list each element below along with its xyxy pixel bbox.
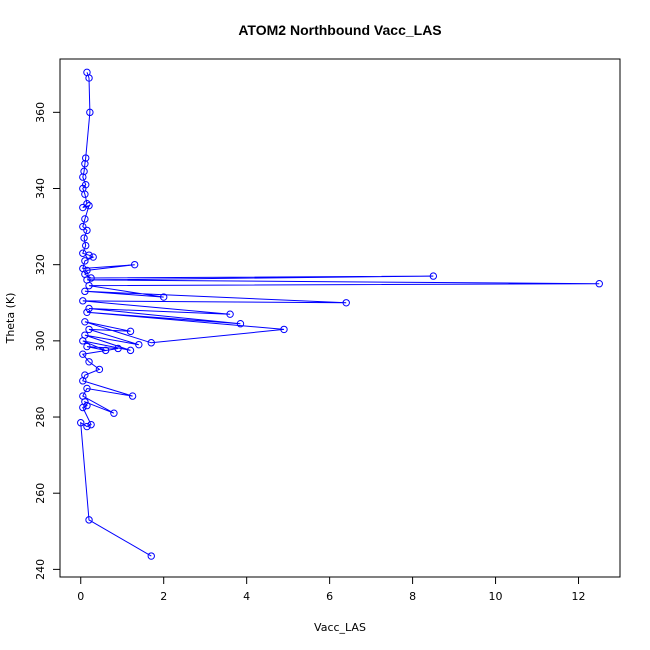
data-point xyxy=(126,327,135,336)
data-point xyxy=(226,310,234,318)
data-point xyxy=(79,377,87,385)
data-point xyxy=(126,346,135,355)
data-point xyxy=(429,272,438,280)
data-point xyxy=(81,190,89,198)
data-point xyxy=(79,222,87,231)
data-point xyxy=(595,280,603,288)
x-tick-label: 12 xyxy=(572,590,586,603)
data-point xyxy=(79,297,87,305)
data-point xyxy=(87,274,95,282)
data-point xyxy=(101,346,110,355)
y-tick-label: 280 xyxy=(34,407,47,428)
x-tick-label: 2 xyxy=(160,590,167,603)
data-point xyxy=(81,257,89,265)
data-point xyxy=(79,350,87,358)
x-axis: 0 2 4 6 8 10 12 xyxy=(77,577,586,603)
x-tick-label: 8 xyxy=(409,590,416,603)
data-point xyxy=(79,173,87,181)
data-point xyxy=(86,108,94,117)
data-point xyxy=(147,339,155,347)
data-point xyxy=(87,420,95,429)
data-point xyxy=(79,403,87,412)
data-point xyxy=(85,74,93,82)
y-axis: 240 260 280 300 320 340 360 xyxy=(34,102,60,580)
data-point xyxy=(83,200,91,208)
x-tick-label: 4 xyxy=(243,590,250,603)
y-tick-label: 320 xyxy=(34,254,47,275)
data-point xyxy=(85,201,93,210)
data-point xyxy=(81,160,89,168)
data-point xyxy=(82,154,90,162)
data-point xyxy=(89,253,97,261)
data-point xyxy=(110,409,118,417)
data-point xyxy=(81,318,89,326)
points-layer xyxy=(77,68,603,560)
data-point xyxy=(114,344,122,353)
data-point xyxy=(83,422,91,431)
data-point xyxy=(85,281,93,290)
data-point xyxy=(83,401,91,410)
series-line xyxy=(80,72,600,557)
data-point xyxy=(82,241,90,250)
y-tick-label: 300 xyxy=(34,330,47,351)
data-point xyxy=(147,552,155,560)
data-point xyxy=(280,325,288,334)
data-point xyxy=(130,260,139,269)
data-point xyxy=(85,304,93,313)
data-point xyxy=(135,340,143,349)
y-tick-label: 340 xyxy=(34,178,47,199)
x-axis-label: Vacc_LAS xyxy=(314,621,366,634)
data-point xyxy=(342,299,350,307)
data-point xyxy=(79,337,87,345)
y-tick-label: 240 xyxy=(34,559,47,580)
x-tick-label: 6 xyxy=(326,590,333,603)
data-point xyxy=(85,251,93,259)
x-tick-label: 0 xyxy=(77,590,84,603)
data-point xyxy=(81,215,89,223)
y-tick-label: 360 xyxy=(34,102,47,123)
data-point xyxy=(83,266,91,275)
data-point xyxy=(80,234,88,242)
data-point xyxy=(83,308,91,316)
data-point xyxy=(77,419,85,427)
y-tick-label: 260 xyxy=(34,483,47,504)
plot-frame xyxy=(59,58,621,578)
data-point xyxy=(160,293,168,301)
data-point xyxy=(85,358,93,366)
data-point xyxy=(236,320,245,328)
data-point xyxy=(128,392,137,400)
data-point xyxy=(81,287,89,296)
y-axis-label: Theta (K) xyxy=(4,293,17,345)
data-point xyxy=(83,384,91,393)
data-point xyxy=(83,342,91,351)
data-point xyxy=(83,226,91,235)
chart-title: ATOM2 Northbound Vacc_LAS xyxy=(238,22,441,38)
data-point xyxy=(85,516,93,524)
x-tick-label: 10 xyxy=(489,590,503,603)
data-point xyxy=(95,365,104,374)
data-point xyxy=(85,325,93,334)
series-layer xyxy=(80,72,600,557)
